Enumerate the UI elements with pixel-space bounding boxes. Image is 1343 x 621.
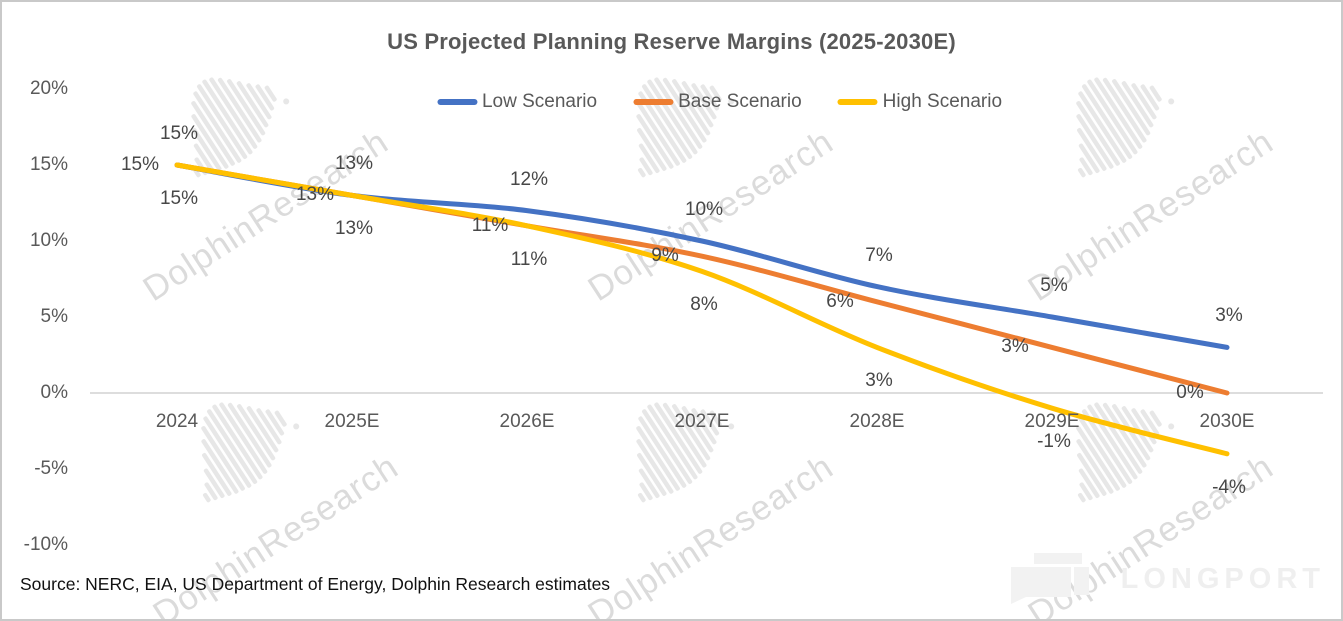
data-label: 7% bbox=[865, 244, 893, 266]
data-label: -1% bbox=[1037, 431, 1071, 453]
legend-item-base-scenario: Base Scenario bbox=[633, 91, 802, 113]
data-label: 11% bbox=[510, 248, 548, 270]
data-label: 15% bbox=[159, 123, 199, 144]
chart-title: US Projected Planning Reserve Margins (2… bbox=[387, 29, 956, 54]
y-tick-label: 10% bbox=[29, 230, 68, 251]
x-tick-label: 2027E bbox=[674, 411, 730, 432]
y-tick-label: 5% bbox=[40, 306, 68, 327]
legend-swatch bbox=[633, 99, 674, 105]
y-tick-label: 0% bbox=[40, 382, 68, 403]
x-tick-label: 2028E bbox=[849, 411, 905, 432]
x-tick-label: 2025E bbox=[324, 411, 380, 432]
data-label: 10% bbox=[684, 199, 724, 220]
legend-swatch bbox=[837, 99, 878, 105]
data-label: 9% bbox=[651, 245, 679, 267]
data-label: -4% bbox=[1212, 476, 1246, 498]
data-label: 11% bbox=[471, 214, 509, 236]
legend-label: High Scenario bbox=[882, 91, 1003, 112]
brand-footer: LONGPORT bbox=[1010, 553, 1325, 606]
source-note: Source: NERC, EIA, US Department of Ener… bbox=[20, 574, 611, 594]
legend-label: Low Scenario bbox=[481, 91, 598, 112]
data-label: 0% bbox=[1176, 382, 1204, 403]
chart-legend: Low Scenario Base Scenario High Scenario bbox=[436, 91, 1003, 113]
legend-label: Base Scenario bbox=[678, 91, 802, 112]
longport-logo-icon bbox=[1010, 553, 1089, 604]
data-label: 12% bbox=[509, 168, 549, 190]
data-label: 3% bbox=[865, 370, 893, 392]
series-line-high-scenario bbox=[174, 162, 1230, 457]
data-label: 15% bbox=[120, 154, 160, 175]
data-label: 13% bbox=[334, 153, 374, 175]
longport-logo-text: LONGPORT bbox=[1120, 563, 1325, 595]
x-tick-label: 2026E bbox=[499, 411, 555, 432]
data-label: 6% bbox=[826, 290, 854, 312]
x-tick-label: 2030E bbox=[1199, 411, 1255, 432]
data-label: 13% bbox=[334, 218, 374, 240]
data-label: 3% bbox=[1001, 336, 1029, 358]
y-tick-label: 15% bbox=[29, 154, 68, 175]
data-label: 5% bbox=[1040, 275, 1068, 296]
legend-swatch bbox=[436, 99, 477, 105]
data-label: 13% bbox=[295, 184, 335, 206]
data-label: 3% bbox=[1215, 305, 1243, 327]
y-tick-label: -10% bbox=[23, 534, 68, 555]
legend-item-low-scenario: Low Scenario bbox=[436, 91, 598, 113]
y-tick-label: 20% bbox=[29, 78, 68, 99]
data-label: 15% bbox=[159, 188, 199, 209]
legend-item-high-scenario: High Scenario bbox=[837, 91, 1003, 113]
data-label: 8% bbox=[690, 294, 718, 316]
x-tick-label: 2029E bbox=[1024, 411, 1080, 432]
y-tick-label: -5% bbox=[34, 458, 68, 479]
x-tick-label: 2024 bbox=[155, 411, 199, 432]
